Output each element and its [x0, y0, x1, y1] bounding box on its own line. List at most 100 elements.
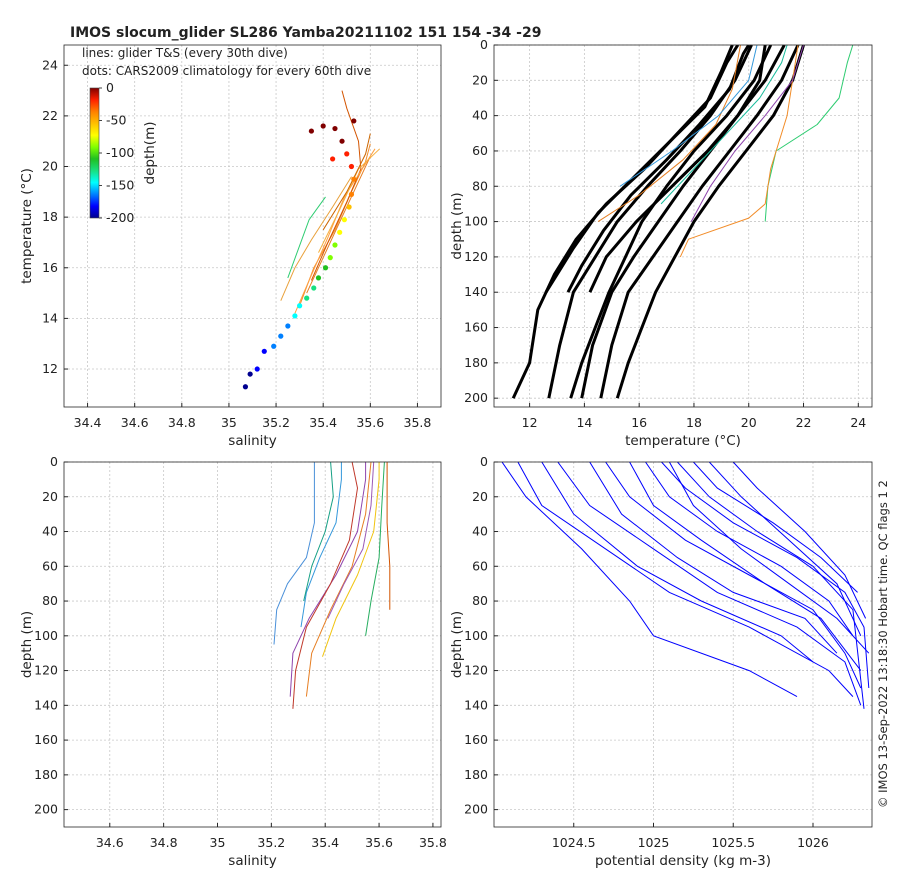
climatology-dot [337, 229, 343, 235]
x-axis-label: potential density (kg m-3) [595, 853, 771, 869]
plot-area [64, 45, 441, 407]
climatology-dot [346, 204, 352, 210]
axes-frame [493, 44, 873, 408]
y-tick-label: 60 [42, 558, 58, 573]
x-tick-label: 1025.5 [711, 835, 755, 850]
density-profile-line [605, 462, 862, 689]
climatology-dot [351, 176, 357, 182]
climatology-dot [320, 123, 326, 129]
plot-area [64, 462, 441, 827]
glider-profile-line [660, 45, 788, 205]
glider-profile-line [619, 45, 758, 187]
y-tick-label: 200 [464, 802, 488, 817]
density-profile-line [541, 462, 814, 663]
y-tick-label: 20 [472, 489, 488, 504]
glider-profile-line [690, 45, 804, 222]
colorbar-tick-label: -150 [106, 178, 134, 193]
climatology-dot [308, 128, 315, 134]
density-profile-line [732, 462, 867, 619]
x-tick-label: 16 [631, 415, 647, 430]
x-tick-label: 1026 [797, 835, 829, 850]
climatology-dot [332, 242, 338, 248]
y-tick-label: 24 [42, 57, 58, 72]
x-tick-label: 34.6 [96, 835, 124, 850]
y-tick-label: 12 [42, 361, 58, 376]
climatology-profile-line [566, 45, 750, 293]
climatology-dot [297, 303, 303, 309]
y-tick-label: 100 [34, 628, 58, 643]
y-tick-label: 180 [34, 767, 58, 782]
climatology-profile-line [615, 45, 805, 399]
panel-temperature-depth: 12 14 16 18 20 22 24 0 20 40 60 80 100 120 140 160 180 20… [449, 37, 873, 449]
side-note: © IMOS 13-Sep-2022 13:18:30 Hobart time.… [876, 480, 890, 808]
y-tick-label: 120 [464, 249, 488, 264]
panel-salinity-depth: 34.6 34.8 35 35.2 35.4 35.6 35.8 0 20 40 60 80 100 12… [19, 454, 447, 869]
density-profile-line [677, 462, 865, 709]
ts-glider-line [306, 156, 371, 294]
glider-profile-line [679, 45, 799, 258]
plot-area [494, 462, 872, 827]
y-tick-label: 200 [34, 802, 58, 817]
glider-profile-line [322, 462, 380, 657]
axes-frame [63, 44, 442, 408]
y-tick-label: 40 [472, 108, 488, 123]
glider-profile-line [303, 462, 334, 602]
y-tick-label: 80 [472, 593, 488, 608]
climatology-profile-line [599, 45, 800, 399]
climatology-dot [322, 265, 329, 271]
y-axis-label: depth (m) [449, 192, 465, 259]
x-axis-label: salinity [228, 433, 276, 449]
climatology-dot [315, 275, 322, 281]
y-tick-label: 0 [50, 454, 58, 469]
y-tick-label: 0 [480, 37, 488, 52]
colorbar [89, 87, 100, 219]
density-profile-line [645, 462, 854, 637]
y-tick-label: 60 [472, 558, 488, 573]
y-axis-label: depth (m) [449, 611, 465, 678]
x-tick-label: 34.8 [150, 835, 178, 850]
x-tick-label: 35.6 [356, 415, 384, 430]
density-profile-line [668, 462, 870, 654]
density-profile-line [661, 462, 870, 689]
y-tick-label: 16 [42, 260, 58, 275]
density-profile-line [557, 462, 862, 706]
x-tick-label: 35.8 [404, 415, 432, 430]
colorbar-tick-label: 0 [106, 80, 114, 95]
x-tick-label: 22 [796, 415, 812, 430]
x-tick-label: 20 [741, 415, 757, 430]
density-profile-line [589, 462, 838, 654]
data-layer [242, 90, 381, 390]
y-tick-label: 140 [464, 697, 488, 712]
climatology-dot [341, 217, 347, 223]
y-tick-label: 160 [34, 732, 58, 747]
panel-density-depth: 1024.5 1025 1025.5 1026 0 20 40 60 80 100 120 140 16… [449, 454, 873, 869]
climatology-dot [261, 348, 267, 354]
axes-frame [493, 461, 873, 828]
climatology-dot [351, 118, 357, 124]
y-tick-label: 160 [464, 320, 488, 335]
density-profile-line [501, 462, 798, 698]
climatology-dot [339, 138, 345, 144]
x-tick-label: 35.2 [262, 415, 290, 430]
annotation-text: lines: glider T&S (every 30th dive) [82, 46, 288, 60]
x-tick-label: 34.8 [168, 415, 196, 430]
density-profile-line [693, 462, 858, 593]
climatology-dot [278, 333, 284, 339]
x-tick-label: 35.2 [257, 835, 285, 850]
y-tick-label: 18 [42, 209, 58, 224]
y-tick-label: 100 [464, 628, 488, 643]
climatology-dot [285, 323, 291, 329]
ts-glider-line [280, 176, 352, 301]
glider-profile-line [597, 45, 741, 223]
climatology-dot [348, 191, 355, 197]
y-tick-label: 20 [472, 72, 488, 87]
y-tick-label: 0 [480, 454, 488, 469]
climatology-dot [304, 295, 310, 301]
y-tick-label: 20 [42, 159, 58, 174]
colorbar-tick-label: -100 [106, 145, 134, 160]
glider-profile-line [273, 462, 315, 645]
colorbar-tick-label: -50 [106, 113, 126, 128]
x-tick-label: 35.6 [365, 835, 393, 850]
y-tick-label: 180 [464, 767, 488, 782]
y-axis-label: depth (m) [19, 611, 35, 678]
